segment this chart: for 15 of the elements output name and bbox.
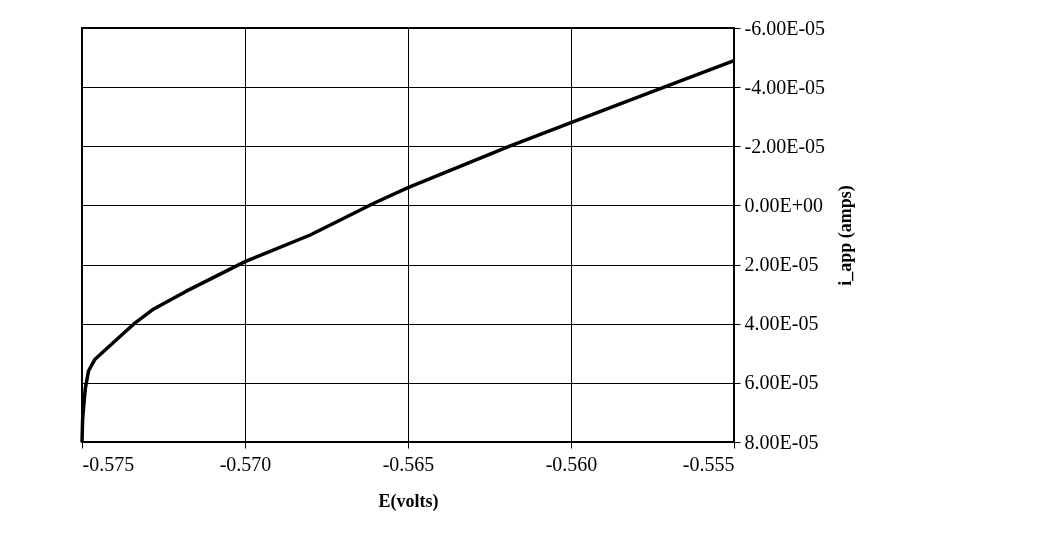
x-tick-label: -0.555 [682, 452, 735, 475]
y-tick-label: -4.00E-05 [744, 75, 826, 98]
y-tick-label: -2.00E-05 [744, 134, 826, 157]
x-tick-label: -0.575 [82, 452, 135, 475]
y-tick-label: 0.00E+00 [744, 193, 823, 216]
y-tick-label: 6.00E-05 [744, 371, 819, 394]
x-tick-label: -0.565 [382, 452, 435, 475]
x-axis-title: E(volts) [378, 490, 439, 512]
y-tick-label: 2.00E-05 [744, 253, 819, 276]
x-tick-label: -0.570 [219, 452, 272, 475]
y-tick-label: 4.00E-05 [744, 312, 819, 335]
y-tick-label: 8.00E-05 [744, 430, 819, 453]
x-tick-label: -0.560 [545, 452, 598, 475]
y-axis-title: i_app (amps) [835, 185, 857, 286]
y-tick-label: -6.00E-05 [744, 16, 826, 39]
